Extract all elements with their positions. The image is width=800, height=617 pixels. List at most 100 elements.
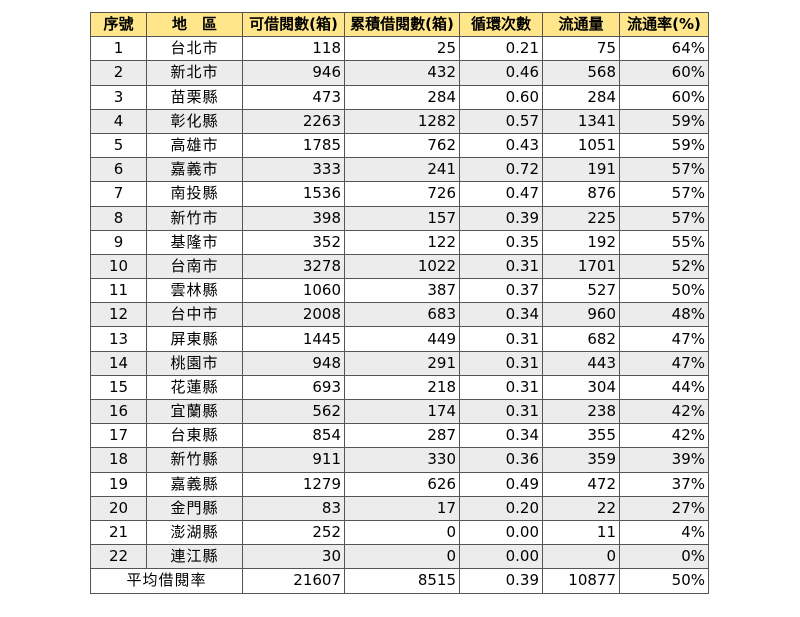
- cell-region: 宜蘭縣: [146, 398, 243, 425]
- cell-region: 南投縣: [146, 181, 243, 207]
- cell-region: 金門縣: [146, 495, 243, 521]
- cell-rate: 57%: [619, 205, 709, 231]
- cell-cumulative: 449: [344, 326, 460, 352]
- cell-region: 台北市: [146, 36, 243, 62]
- cell-cumulative: 1022: [344, 253, 460, 280]
- cell-circulation: 22: [542, 495, 620, 521]
- cell-cycles: 0.72: [459, 157, 543, 183]
- cell-cumulative: 683: [344, 302, 460, 328]
- cell-cycles: 0.35: [459, 229, 543, 255]
- cell-circulation: 1701: [542, 253, 620, 280]
- cell-no: 16: [90, 398, 147, 425]
- cell-cycles: 0.00: [459, 519, 543, 546]
- header-cell-cycles: 循環次數: [459, 11, 543, 38]
- cell-region: 台東縣: [146, 423, 243, 449]
- cell-no: 13: [90, 326, 147, 352]
- cell-available: 3278: [242, 253, 345, 280]
- cell-circulation: 682: [542, 326, 620, 352]
- table-row: 10 台南市 3278 1022 0.31 1701 52%: [90, 253, 709, 280]
- cell-cycles: 0.34: [459, 423, 543, 449]
- cell-no: 1: [90, 36, 147, 62]
- total-cumulative: 8515: [344, 568, 460, 594]
- cell-cycles: 0.43: [459, 132, 543, 159]
- cell-no: 9: [90, 229, 147, 255]
- table-row: 1 台北市 118 25 0.21 75 64%: [90, 36, 709, 62]
- table-row: 2 新北市 946 432 0.46 568 60%: [90, 60, 709, 86]
- cell-cycles: 0.31: [459, 398, 543, 425]
- cell-cycles: 0.00: [459, 544, 543, 570]
- cell-cumulative: 287: [344, 423, 460, 449]
- header-cell-cumulative: 累積借閱數(箱): [344, 11, 460, 38]
- cell-available: 946: [242, 60, 345, 86]
- cell-no: 2: [90, 60, 147, 86]
- cell-cycles: 0.47: [459, 181, 543, 207]
- cell-available: 30: [242, 544, 345, 570]
- cell-cumulative: 17: [344, 495, 460, 521]
- cell-available: 333: [242, 157, 345, 183]
- cell-region: 新竹縣: [146, 447, 243, 473]
- cell-cycles: 0.39: [459, 205, 543, 231]
- header-row: 序號 地 區 可借閱數(箱) 累積借閱數(箱) 循環次數 流通量 流通率(%): [90, 11, 709, 38]
- cell-rate: 42%: [619, 398, 709, 425]
- cell-cumulative: 387: [344, 278, 460, 304]
- total-available: 21607: [242, 568, 345, 594]
- cell-rate: 27%: [619, 495, 709, 521]
- header-cell-available: 可借閱數(箱): [242, 11, 345, 38]
- cell-circulation: 568: [542, 60, 620, 86]
- cell-no: 5: [90, 132, 147, 159]
- cell-rate: 37%: [619, 471, 709, 497]
- header-cell-region: 地 區: [146, 11, 243, 38]
- total-cycles: 0.39: [459, 568, 543, 594]
- cell-region: 嘉義縣: [146, 471, 243, 497]
- cell-circulation: 75: [542, 36, 620, 62]
- header-cell-circulation: 流通量: [542, 11, 620, 38]
- cell-rate: 47%: [619, 326, 709, 352]
- cell-cycles: 0.31: [459, 374, 543, 401]
- cell-cycles: 0.31: [459, 326, 543, 352]
- cell-circulation: 238: [542, 398, 620, 425]
- cell-cycles: 0.21: [459, 36, 543, 62]
- cell-available: 948: [242, 350, 345, 376]
- cell-cumulative: 241: [344, 157, 460, 183]
- cell-cumulative: 1282: [344, 108, 460, 134]
- cell-rate: 0%: [619, 544, 709, 570]
- header-cell-rate: 流通率(%): [619, 11, 709, 38]
- total-rate: 50%: [619, 568, 709, 594]
- cell-no: 22: [90, 544, 147, 570]
- cell-circulation: 960: [542, 302, 620, 328]
- cell-available: 562: [242, 398, 345, 425]
- cell-available: 1536: [242, 181, 345, 207]
- cell-rate: 57%: [619, 181, 709, 207]
- cell-region: 嘉義市: [146, 157, 243, 183]
- cell-cumulative: 174: [344, 398, 460, 425]
- cell-no: 8: [90, 205, 147, 231]
- cell-cycles: 0.36: [459, 447, 543, 473]
- cell-region: 澎湖縣: [146, 519, 243, 546]
- cell-rate: 59%: [619, 132, 709, 159]
- table-row: 18 新竹縣 911 330 0.36 359 39%: [90, 447, 709, 473]
- cell-rate: 39%: [619, 447, 709, 473]
- cell-cumulative: 25: [344, 36, 460, 62]
- cell-cycles: 0.46: [459, 60, 543, 86]
- table-body: 1 台北市 118 25 0.21 75 64% 2 新北市 946 432 0.46 568 60% 3 苗…: [90, 36, 709, 570]
- cell-no: 15: [90, 374, 147, 401]
- table-row: 22 連江縣 30 0 0.00 0 0%: [90, 544, 709, 570]
- cell-circulation: 225: [542, 205, 620, 231]
- cell-region: 基隆市: [146, 229, 243, 255]
- cell-circulation: 304: [542, 374, 620, 401]
- total-row: 平均借閱率 21607 8515 0.39 10877 50%: [90, 568, 709, 594]
- cell-region: 彰化縣: [146, 108, 243, 134]
- cell-available: 1785: [242, 132, 345, 159]
- cell-cycles: 0.20: [459, 495, 543, 521]
- cell-circulation: 355: [542, 423, 620, 449]
- cell-cumulative: 157: [344, 205, 460, 231]
- total-label: 平均借閱率: [90, 568, 243, 594]
- cell-circulation: 527: [542, 278, 620, 304]
- table-row: 9 基隆市 352 122 0.35 192 55%: [90, 229, 709, 255]
- cell-circulation: 192: [542, 229, 620, 255]
- cell-region: 連江縣: [146, 544, 243, 570]
- cell-no: 18: [90, 447, 147, 473]
- cell-cycles: 0.34: [459, 302, 543, 328]
- cell-available: 83: [242, 495, 345, 521]
- cell-cycles: 0.31: [459, 253, 543, 280]
